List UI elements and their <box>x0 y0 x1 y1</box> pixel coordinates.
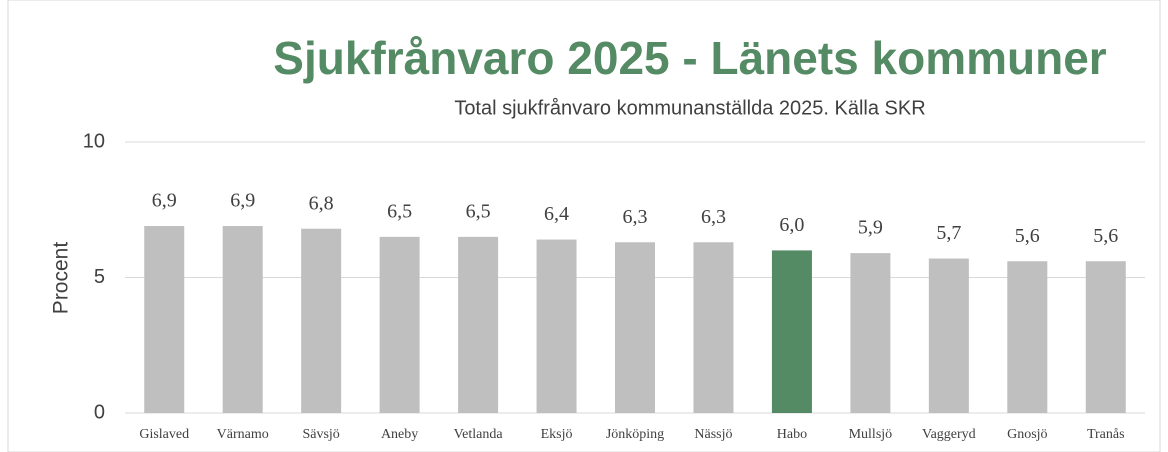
bar <box>928 258 969 413</box>
bar <box>144 226 185 413</box>
value-label: 6,5 <box>466 200 491 222</box>
bar <box>458 236 499 413</box>
x-tick-label: Eksjö <box>541 427 573 442</box>
x-tick-label: Habo <box>777 427 807 442</box>
value-label: 6,4 <box>544 203 569 225</box>
value-label: 5,7 <box>936 222 961 244</box>
y-tick-label: 5 <box>94 266 105 288</box>
x-tick-label: Vetlanda <box>454 427 504 442</box>
bar <box>222 226 263 413</box>
bar <box>536 239 577 413</box>
chart-subtitle: Total sjukfrånvaro kommunanställda 2025.… <box>454 97 925 119</box>
bar <box>693 242 734 413</box>
x-tick-label: Mullsjö <box>849 427 893 442</box>
y-tick-label: 0 <box>94 401 105 423</box>
value-label: 6,0 <box>779 214 804 236</box>
bar <box>850 253 891 413</box>
x-tick-label: Aneby <box>381 427 418 442</box>
value-label: 6,3 <box>701 206 726 228</box>
chart-title: Sjukfrånvaro 2025 - Länets kommuner <box>273 32 1107 84</box>
bar <box>1085 261 1126 413</box>
bar <box>771 250 812 413</box>
y-axis-label: Procent <box>50 242 73 315</box>
bar <box>379 236 420 413</box>
value-label: 5,6 <box>1015 225 1040 247</box>
value-label: 6,9 <box>152 190 177 212</box>
value-label: 5,9 <box>858 217 883 239</box>
chart-frame <box>7 0 1161 452</box>
value-label: 6,3 <box>623 206 648 228</box>
bar <box>615 242 655 413</box>
x-tick-label: Gislaved <box>139 427 189 442</box>
value-label: 6,9 <box>230 190 255 212</box>
x-tick-label: Värnamo <box>217 427 269 442</box>
y-tick-label: 10 <box>83 130 105 152</box>
value-label: 6,5 <box>387 200 412 222</box>
x-tick-label: Tranås <box>1087 427 1125 442</box>
x-tick-label: Vaggeryd <box>922 427 976 442</box>
value-label: 5,6 <box>1093 225 1118 247</box>
value-label: 6,8 <box>309 192 334 214</box>
x-tick-label: Sävsjö <box>302 427 339 442</box>
bar <box>301 228 342 413</box>
x-tick-label: Jönköping <box>606 427 664 442</box>
x-tick-label: Nässjö <box>694 427 732 442</box>
x-tick-label: Gnosjö <box>1007 427 1047 442</box>
bar <box>1007 261 1048 413</box>
